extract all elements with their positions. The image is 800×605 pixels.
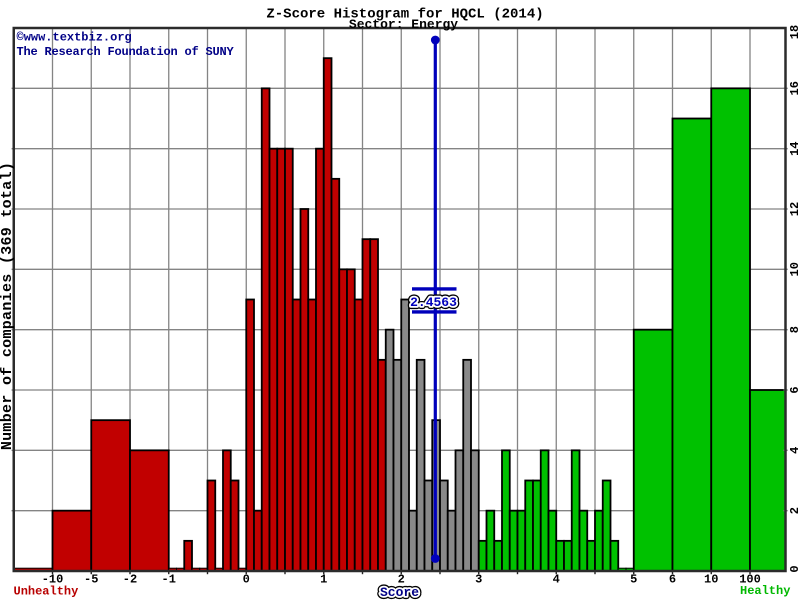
svg-text:2.4563: 2.4563 [410,295,457,310]
svg-text:14: 14 [788,141,800,155]
svg-text:Score: Score [380,585,419,600]
svg-text:Score: Score [380,585,419,600]
svg-text:Healthy: Healthy [740,584,790,598]
svg-text:Z-Score Histogram for HQCL (20: Z-Score Histogram for HQCL (2014) [266,6,543,22]
svg-text:Sector: Energy: Sector: Energy [349,17,458,32]
svg-text:100: 100 [739,572,761,586]
svg-text:Score: Score [380,585,419,600]
svg-text:12: 12 [788,202,800,216]
svg-text:-1: -1 [162,572,176,586]
svg-text:10: 10 [704,572,718,586]
svg-text:4: 4 [553,572,560,586]
svg-text:©www.textbiz.org: ©www.textbiz.org [17,31,132,45]
svg-text:2.4563: 2.4563 [410,295,457,310]
svg-text:-10: -10 [42,572,64,586]
svg-text:6: 6 [788,386,800,393]
svg-text:Number of companies (369 total: Number of companies (369 total) [0,162,16,450]
svg-text:16: 16 [788,81,800,95]
svg-text:-5: -5 [84,572,98,586]
svg-text:0: 0 [788,565,800,572]
svg-text:10: 10 [788,262,800,276]
svg-text:4: 4 [788,447,800,454]
svg-text:6: 6 [669,572,676,586]
svg-text:2.4563: 2.4563 [410,295,457,310]
svg-text:1: 1 [320,572,327,586]
svg-text:5: 5 [630,572,637,586]
svg-text:0: 0 [243,572,250,586]
svg-text:18: 18 [788,25,800,39]
svg-text:8: 8 [788,326,800,333]
svg-text:Unhealthy: Unhealthy [14,585,79,599]
svg-text:-2: -2 [123,572,137,586]
svg-text:2: 2 [788,507,800,514]
svg-text:The Research Foundation of SUN: The Research Foundation of SUNY [17,45,235,59]
svg-text:3: 3 [475,572,482,586]
svg-text:2: 2 [398,572,405,586]
